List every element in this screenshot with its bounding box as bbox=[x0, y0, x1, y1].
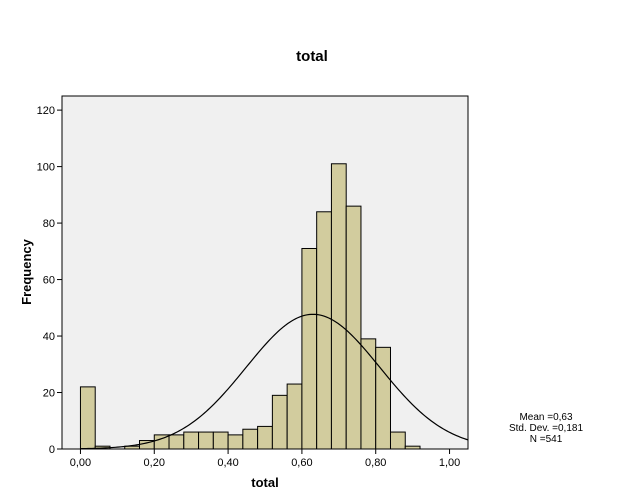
x-axis-title: total bbox=[251, 475, 278, 490]
x-tick-label: 0,20 bbox=[144, 457, 165, 469]
histogram-bar bbox=[183, 431, 200, 450]
histogram-bar bbox=[316, 211, 332, 450]
histogram-bar bbox=[212, 431, 229, 450]
y-tick-label: 120 bbox=[37, 105, 55, 117]
histogram-bar bbox=[345, 205, 362, 450]
histogram-bar bbox=[404, 445, 421, 450]
plot-area bbox=[61, 95, 469, 450]
bars-group bbox=[79, 163, 421, 450]
x-tick-label: 0,80 bbox=[365, 457, 386, 469]
stats-mean: Mean =0,63 bbox=[519, 412, 573, 423]
histogram-bar bbox=[257, 425, 273, 450]
histogram-bar bbox=[198, 431, 214, 450]
y-tick-label: 40 bbox=[43, 331, 55, 343]
x-axis: 0,00 0,20 0,40 0,60 0,80 1,00 bbox=[70, 449, 460, 469]
chart-title: total bbox=[296, 48, 328, 65]
stats-box: Mean =0,63 Std. Dev. =0,181 N =541 bbox=[509, 412, 583, 445]
x-tick-label: 1,00 bbox=[439, 457, 460, 469]
histogram-bar bbox=[242, 428, 259, 450]
normal-curve-group bbox=[80, 313, 469, 450]
y-axis: 0 20 40 60 80 100 120 bbox=[37, 105, 62, 456]
y-tick-label: 100 bbox=[37, 162, 55, 174]
histogram-bar bbox=[286, 383, 303, 450]
histogram-bar bbox=[330, 163, 347, 450]
y-axis-title: Frequency bbox=[19, 238, 34, 305]
histogram-bar bbox=[168, 434, 185, 450]
histogram-bar bbox=[271, 394, 288, 450]
histogram-bar bbox=[301, 247, 318, 450]
y-tick-label: 60 bbox=[43, 275, 55, 287]
x-tick-label: 0,40 bbox=[217, 457, 238, 469]
x-tick-label: 0,00 bbox=[70, 457, 91, 469]
normal-curve bbox=[80, 313, 469, 450]
histogram-bar bbox=[375, 346, 391, 450]
x-tick-label: 0,60 bbox=[291, 457, 312, 469]
histogram-bar bbox=[389, 431, 406, 450]
stats-std-dev: Std. Dev. =0,181 bbox=[509, 423, 583, 434]
histogram-bar bbox=[360, 338, 377, 450]
stats-n: N =541 bbox=[530, 434, 563, 445]
y-tick-label: 80 bbox=[43, 218, 55, 230]
y-tick-label: 0 bbox=[49, 444, 55, 456]
histogram-bar bbox=[79, 386, 96, 450]
histogram-bar bbox=[227, 434, 244, 450]
y-tick-label: 20 bbox=[43, 388, 55, 400]
